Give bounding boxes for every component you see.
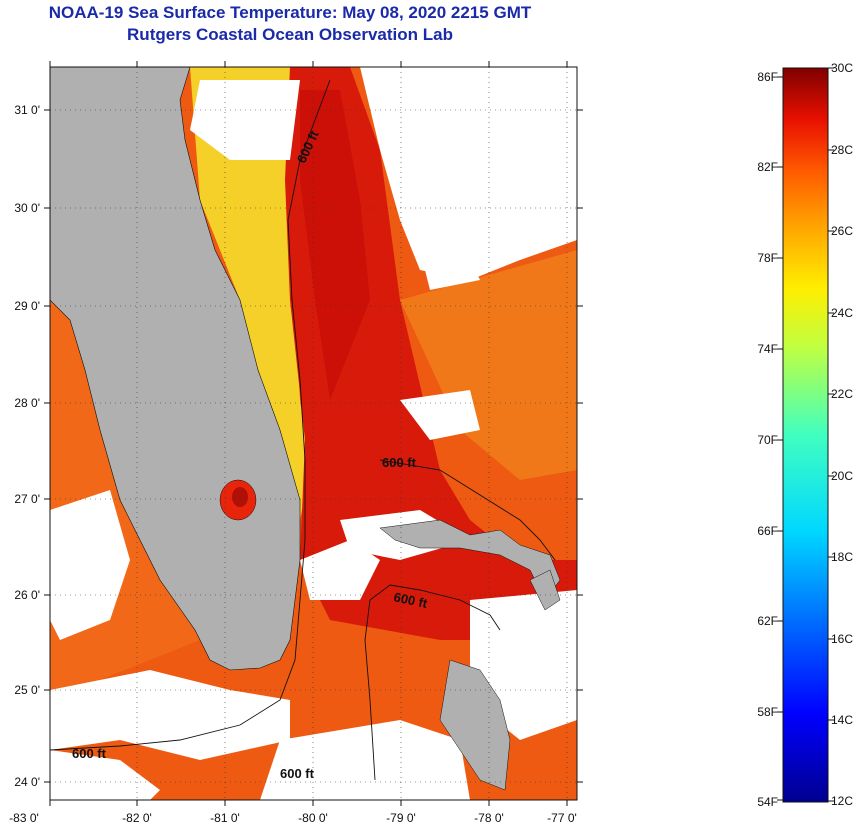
colorbar-f-58: 58F: [757, 705, 778, 719]
cloud-northeast: [360, 67, 577, 280]
contour-label-4: 600 ft: [72, 746, 107, 761]
lon-label-80: -80 0': [298, 811, 328, 825]
colorbar: [782, 67, 829, 803]
lon-label-81: -81 0': [210, 811, 240, 825]
lon-label-77: -77 0': [547, 811, 577, 825]
cloud-south-west: [50, 670, 290, 760]
contour-label-5: 600 ft: [280, 766, 315, 781]
cloud-north: [190, 80, 300, 160]
lake-okeechobee-core: [232, 487, 248, 507]
cloud-keys: [50, 750, 160, 800]
lon-label-78: -78 0': [474, 811, 504, 825]
coastal-cool-band: [190, 67, 310, 520]
lat-label-31: 31 0': [14, 103, 40, 117]
cloud-west: [50, 490, 130, 640]
colorbar-f-86: 86F: [757, 70, 778, 84]
title-line-2: Rutgers Coastal Ocean Observation Lab: [127, 25, 453, 44]
cloud-patch: [420, 240, 480, 290]
map-gridlines: [50, 67, 577, 800]
contour-label-2: 600 ft: [382, 455, 417, 470]
gulf-stream-core: [300, 90, 370, 400]
colorbar-f-66: 66F: [757, 524, 778, 538]
lon-label-82: -82 0': [122, 811, 152, 825]
colorbar-c-12: 12C: [831, 794, 853, 808]
colorbar-f-78: 78F: [757, 251, 778, 265]
colorbar-ticks: [777, 67, 834, 802]
colorbar-f-54: 54F: [757, 795, 778, 809]
colorbar-c-14: 14C: [831, 713, 853, 727]
colorbar-f-62: 62F: [757, 614, 778, 628]
lat-label-28: 28 0': [14, 396, 40, 410]
colorbar-c-28: 28C: [831, 143, 853, 157]
colorbar-c-30: 30C: [831, 61, 853, 75]
lat-label-29: 29 0': [14, 299, 40, 313]
colorbar-c-26: 26C: [831, 224, 853, 238]
title-line-1: NOAA-19 Sea Surface Temperature: May 08,…: [48, 3, 532, 22]
abaco-island: [529, 569, 561, 611]
lat-label-24: 24 0': [14, 775, 40, 789]
colorbar-c-20: 20C: [831, 469, 853, 483]
cloud-small: [400, 390, 480, 440]
lon-label-83: -83 0': [9, 811, 39, 825]
lat-label-26: 26 0': [14, 588, 40, 602]
colorbar-f-70: 70F: [757, 433, 778, 447]
colorbar-f-74: 74F: [757, 342, 778, 356]
eastern-band: [400, 250, 577, 480]
lat-label-25: 25 0': [14, 683, 40, 697]
cloud-straits: [300, 540, 380, 600]
andros-island: [439, 659, 511, 791]
colorbar-c-16: 16C: [831, 632, 853, 646]
colorbar-c-24: 24C: [831, 306, 853, 320]
colorbar-c-22: 22C: [831, 387, 853, 401]
lat-label-27: 27 0': [14, 492, 40, 506]
cloud-south: [260, 720, 470, 800]
map-layers: [50, 67, 577, 800]
colorbar-f-82: 82F: [757, 160, 778, 174]
colorbar-c-18: 18C: [831, 550, 853, 564]
lat-label-30: 30 0': [14, 201, 40, 215]
map-ticks: [44, 61, 583, 806]
lon-label-79: -79 0': [386, 811, 416, 825]
